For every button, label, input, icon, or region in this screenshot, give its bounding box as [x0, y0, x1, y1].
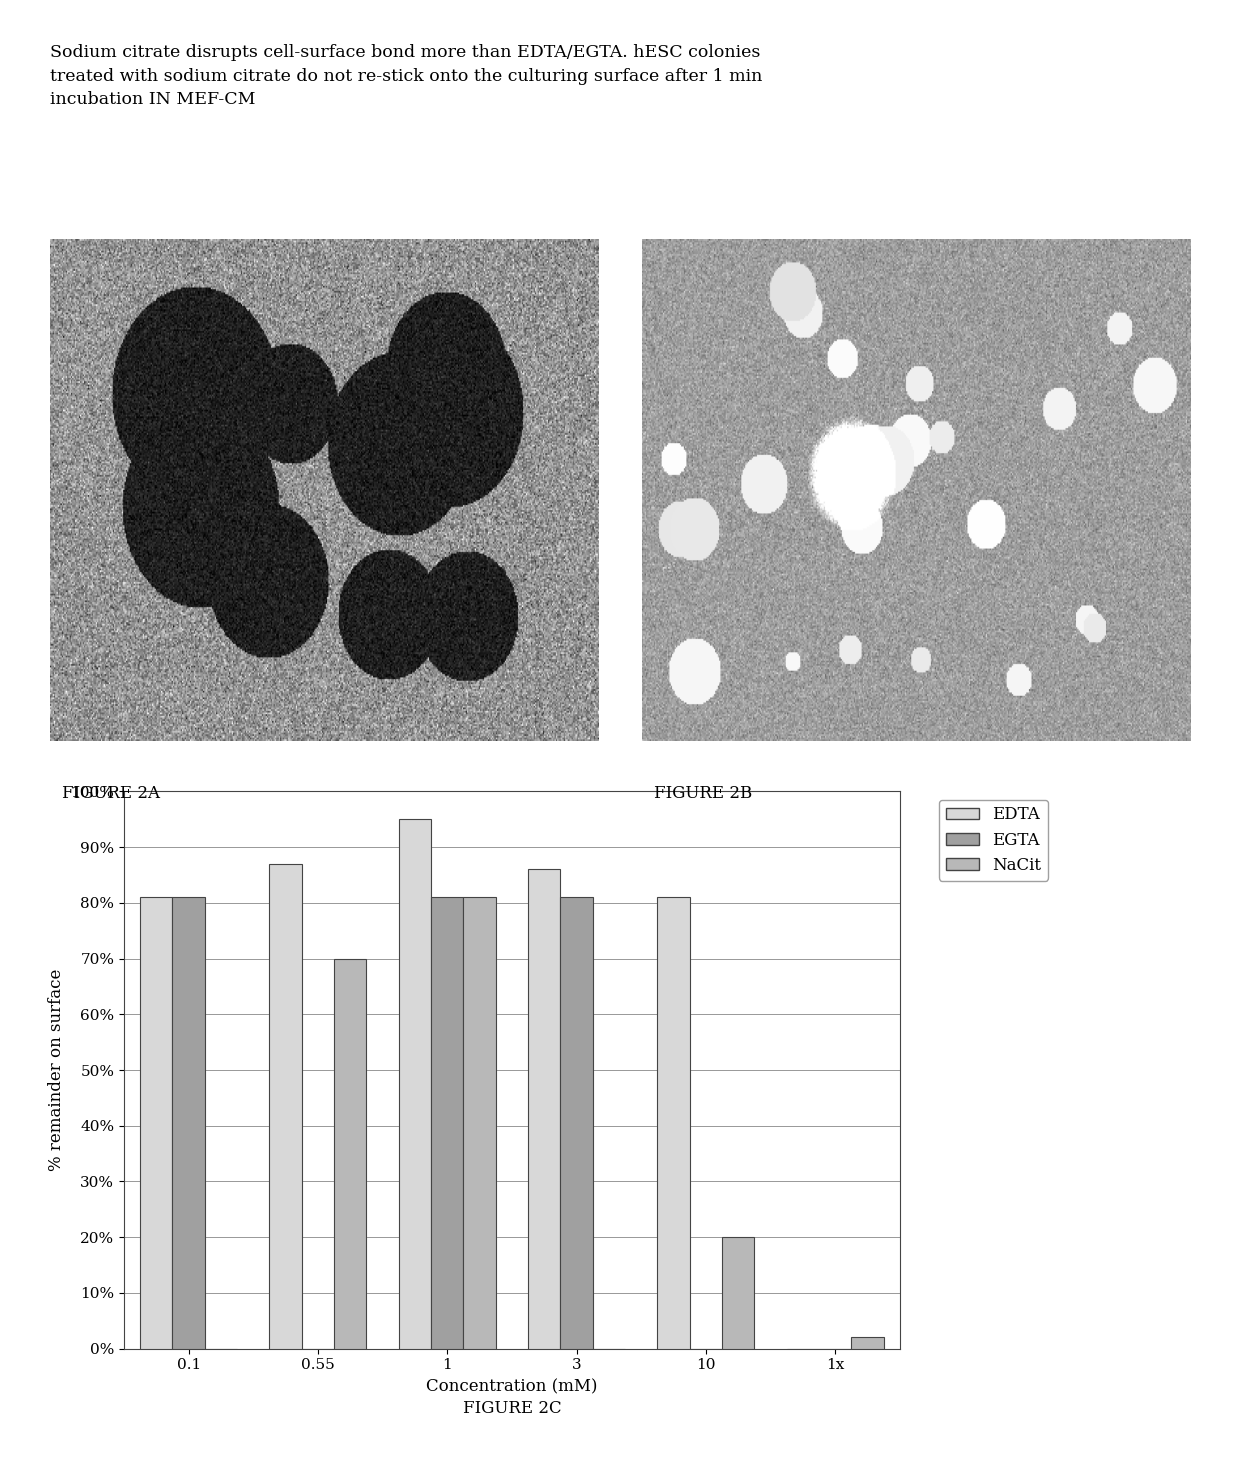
Bar: [528, 870, 560, 1349]
X-axis label: Concentration (mM): Concentration (mM): [427, 1378, 598, 1395]
Bar: [851, 1337, 884, 1349]
Bar: [334, 959, 367, 1349]
Y-axis label: % remainder on surface: % remainder on surface: [48, 969, 64, 1171]
Bar: [657, 897, 689, 1349]
Bar: [140, 897, 172, 1349]
Bar: [722, 1237, 754, 1349]
Text: Sodium citrate disrupts cell-surface bond more than EDTA/EGTA. hESC colonies
tre: Sodium citrate disrupts cell-surface bon…: [50, 44, 761, 108]
Text: FIGURE 2B: FIGURE 2B: [655, 785, 753, 802]
Text: FIGURE 2C: FIGURE 2C: [463, 1400, 562, 1417]
Bar: [432, 897, 464, 1349]
Text: FIGURE 2A: FIGURE 2A: [62, 785, 160, 802]
Legend: EDTA, EGTA, NaCit: EDTA, EGTA, NaCit: [939, 800, 1048, 880]
Bar: [399, 820, 432, 1349]
Bar: [172, 897, 205, 1349]
Bar: [560, 897, 593, 1349]
Bar: [269, 864, 301, 1349]
Bar: [464, 897, 496, 1349]
